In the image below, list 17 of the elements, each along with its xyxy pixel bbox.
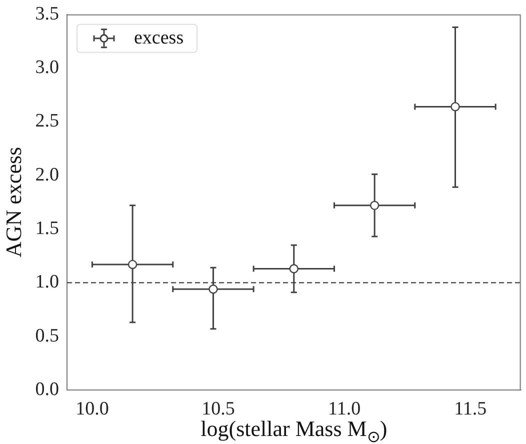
point — [450, 102, 460, 112]
y-tick-label: 1.0 — [35, 272, 59, 293]
x-tick-label: 11.5 — [454, 398, 487, 420]
y-tick-label: 2.5 — [35, 110, 59, 132]
y-tick-label: 3.5 — [35, 3, 59, 24]
y-tick-label: 1.5 — [35, 218, 59, 240]
point — [370, 200, 380, 210]
point — [208, 284, 218, 294]
y-tick-label: 3.0 — [35, 57, 59, 78]
y-tick-label: 0.0 — [35, 378, 59, 400]
y-axis-title: AGN excess — [0, 146, 26, 258]
point — [289, 264, 298, 274]
y-tick-label: 0.5 — [35, 325, 59, 346]
y-tick-label: 2.0 — [35, 164, 59, 186]
x-tick-label: 10.0 — [76, 398, 109, 420]
legend-label: excess — [134, 27, 184, 48]
point — [128, 260, 138, 270]
